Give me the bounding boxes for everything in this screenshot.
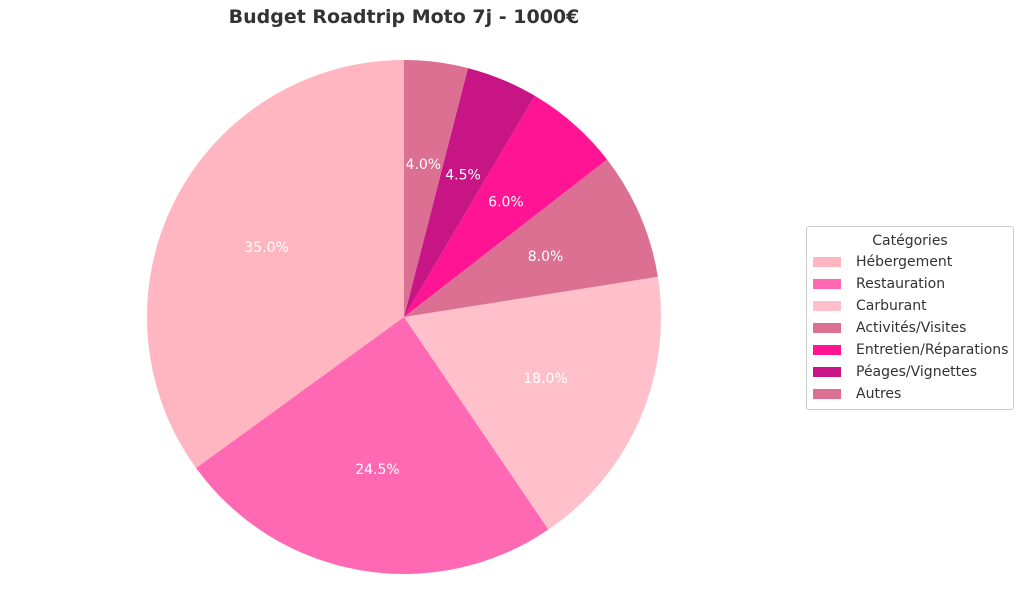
legend-swatch <box>813 367 841 377</box>
legend-item: Hébergement <box>807 251 1013 273</box>
pie-chart: 35.0% 24.5% 18.0% 8.0% 6.0% 4.5%4.0% <box>146 60 661 574</box>
legend-swatch <box>813 279 841 289</box>
legend-label: Péages/Vignettes <box>856 364 978 380</box>
legend-title: Catégories <box>872 233 948 249</box>
legend-label: Carburant <box>856 298 927 314</box>
legend-label: Hébergement <box>856 254 953 270</box>
pie-slice-activit-s-visites <box>404 159 658 317</box>
slice-label: 18.0% <box>523 371 567 387</box>
pie-slice-carburant <box>404 276 661 530</box>
legend-item: Péages/Vignettes <box>807 361 1013 383</box>
pie-slice-p-ages-vignettes <box>404 68 535 317</box>
legend-label: Autres <box>856 386 902 402</box>
legend-label: Activités/Visites <box>856 320 967 336</box>
slice-label: 4.5% <box>445 168 481 184</box>
legend-label: Entretien/Réparations <box>856 342 1009 358</box>
legend: Catégories Hébergement Restauration Carbur… <box>806 226 1014 410</box>
pie-slice-autres <box>404 60 468 317</box>
legend-item: Carburant <box>807 295 1013 317</box>
legend-swatch <box>813 257 841 267</box>
slice-label: 24.5% <box>355 462 399 478</box>
legend-swatch <box>813 301 841 311</box>
legend-swatch <box>813 323 841 333</box>
legend-item: Autres <box>807 383 1013 405</box>
legend-swatch <box>813 345 841 355</box>
chart-title: Budget Roadtrip Moto 7j - 1000€ <box>228 6 580 28</box>
pie-slice-h-bergement <box>146 60 404 469</box>
legend-label: Restauration <box>856 276 946 292</box>
slice-label: 35.0% <box>244 240 288 256</box>
slice-label: 8.0% <box>528 249 564 265</box>
legend-item: Restauration <box>807 273 1013 295</box>
legend-item: Activités/Visites <box>807 317 1013 339</box>
pie-slice-entretien-r-parations <box>404 95 608 317</box>
pie-slice-restauration <box>196 317 549 574</box>
slice-label: 6.0% <box>488 194 524 210</box>
legend-swatch <box>813 389 841 399</box>
legend-item: Entretien/Réparations <box>807 339 1013 361</box>
slice-label: 4.0% <box>406 157 442 173</box>
